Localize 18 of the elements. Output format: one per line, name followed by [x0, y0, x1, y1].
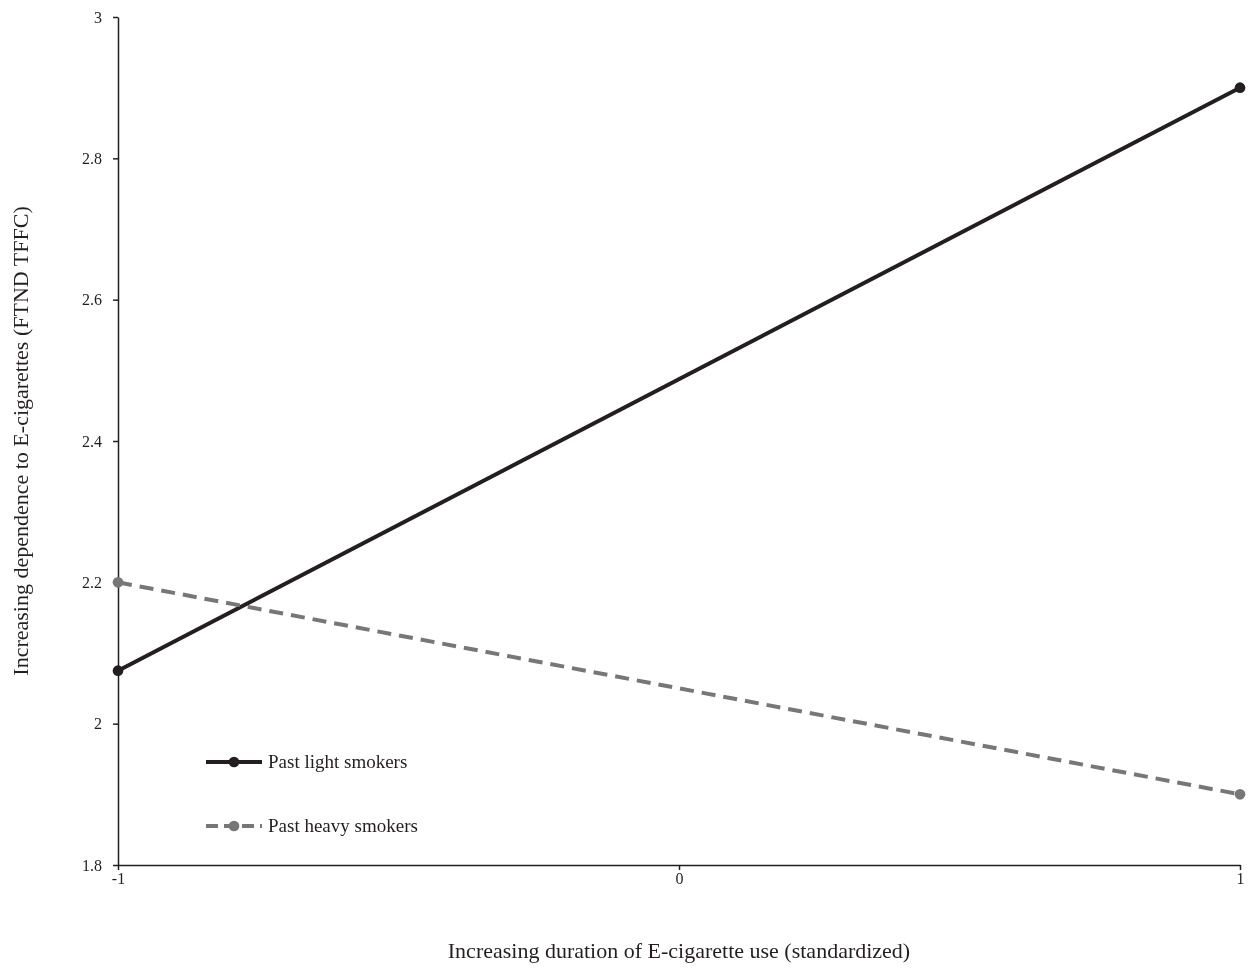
point: [1234, 82, 1246, 94]
point: [1234, 788, 1246, 800]
point: [112, 665, 124, 677]
legend-label: Past light smokers: [268, 751, 408, 772]
x-tick-label: 0: [675, 870, 684, 888]
y-tick-label: 2: [94, 715, 102, 733]
x-axis-title: Increasing duration of E-cigarette use (standardized): [447, 938, 911, 963]
y-tick-label: 1.8: [82, 856, 102, 874]
y-tick-label: 3: [94, 8, 102, 26]
point: [112, 576, 124, 588]
legend-label: Past heavy smokers: [268, 815, 418, 836]
y-axis-title: Increasing dependence to E-cigarettes (FTND TFFC): [8, 206, 33, 676]
y-tick-label: 2.6: [82, 291, 102, 309]
x-tick-label: 1: [1236, 870, 1245, 888]
y-tick-label: 2.2: [82, 573, 102, 591]
y-tick-label: 2.4: [82, 432, 102, 450]
x-tick-label: -1: [111, 870, 126, 888]
y-tick-label: 2.8: [82, 149, 102, 167]
